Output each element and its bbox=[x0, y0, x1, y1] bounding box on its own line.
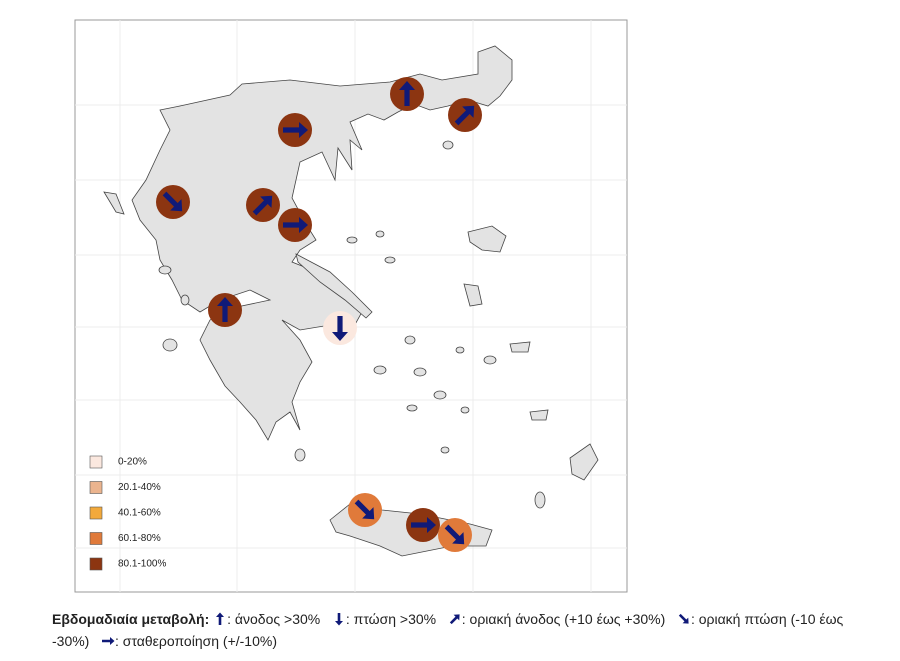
legend-label: 60.1-80% bbox=[118, 533, 161, 544]
legend-label: 40.1-60% bbox=[118, 508, 161, 519]
legend-swatch bbox=[89, 557, 103, 571]
legend-label: 0-20% bbox=[118, 457, 147, 468]
legend-label: 80.1-100% bbox=[118, 559, 166, 570]
caption-item: : πτώση >30% bbox=[345, 611, 437, 627]
legend-swatch bbox=[89, 481, 103, 494]
caption-item: : οριακή πτώση (-10 έως -30%) bbox=[52, 611, 844, 649]
icon-down-right bbox=[676, 611, 692, 627]
icon-right bbox=[102, 637, 115, 645]
caption: Εβδομαδιαία μεταβολή: : άνοδος >30% : πτ… bbox=[52, 608, 872, 652]
legend-swatch bbox=[89, 455, 103, 469]
legend-label: 20.1-40% bbox=[118, 482, 161, 493]
legend-swatch bbox=[89, 506, 103, 520]
legend: 0-20% 20.1-40% 40.1-60% 60.1-80% 80.1-100% bbox=[89, 455, 166, 571]
caption-title: Εβδομαδιαία μεταβολή: bbox=[52, 611, 210, 627]
icon-up-right bbox=[447, 611, 463, 627]
caption-item: : οριακή άνοδος (+10 έως +30%) bbox=[461, 611, 666, 627]
icon-down bbox=[334, 613, 343, 626]
caption-item: : σταθεροποίηση (+/-10%) bbox=[115, 633, 277, 649]
region-markers bbox=[156, 77, 482, 552]
icon-up bbox=[216, 612, 225, 625]
map: 0-20% 20.1-40% 40.1-60% 60.1-80% 80.1-100% bbox=[74, 19, 628, 593]
legend-swatch bbox=[89, 532, 103, 545]
caption-item: : άνοδος >30% bbox=[227, 611, 321, 627]
